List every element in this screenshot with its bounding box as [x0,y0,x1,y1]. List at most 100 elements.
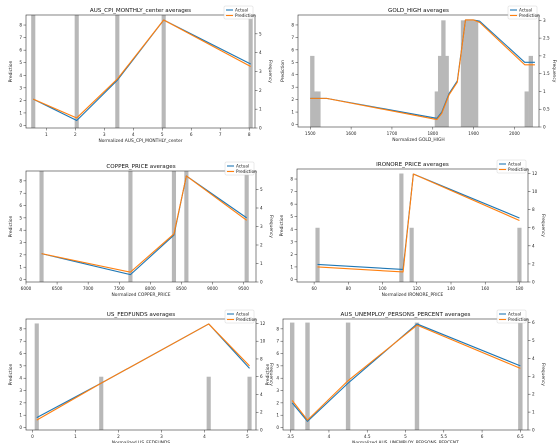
y2-tick-label: 12 [532,171,538,176]
plot-frame [296,168,529,283]
y2-tick-label: 6 [532,320,535,325]
y2-tick-label: 6 [532,225,535,230]
frequency-bar [437,55,443,128]
x-tick-label: 140 [447,286,455,291]
x-tick-label: 9500 [238,286,249,291]
y2-tick-label: 10 [532,189,538,194]
frequency-bar [39,171,44,282]
frequency-bar [414,322,420,430]
y-tick-label: 2 [19,400,22,405]
y2-tick-label: 3 [543,18,546,23]
x-tick-label: 6500 [52,286,63,291]
y2-axis-label: Frequency [540,363,546,386]
x-tick-label: 160 [481,286,489,291]
x-tick-label: 1 [45,132,48,137]
legend-label: Prediction [508,167,529,172]
x-tick-label: 5 [161,132,164,137]
x-tick-label: 60 [311,286,317,291]
y2-axis-label: Frequency [551,60,557,83]
y-tick-label: 1 [276,413,279,418]
y-tick-label: 5 [290,214,293,219]
y2-tick-label: 1 [259,107,262,112]
frequency-bar [464,20,469,127]
x-tick-label: 100 [379,286,387,291]
y2-tick-label: 5 [532,338,535,343]
x-tick-label: 6 [190,132,193,137]
x-tick-label: 1500 [305,131,316,136]
y-axis-label: Prediction [279,214,285,236]
x-tick-label: 1700 [387,131,398,136]
y-tick-label: 1 [290,264,293,269]
y2-tick-label: 4 [532,243,535,248]
x-tick-label: 180 [515,286,523,291]
x-tick-label: 1900 [468,131,479,136]
y-tick-label: 4 [19,376,22,381]
y-tick-label: 6 [290,202,293,207]
legend-label: Prediction [236,317,257,322]
x-tick-label: 1600 [346,131,357,136]
series-line-prediction [310,19,535,121]
y2-tick-label: 1.5 [543,71,550,76]
frequency-bar [460,20,466,127]
y-tick-label: 2 [19,98,22,103]
chart-panel: 6000 6500 7000 7500 8000 8500 9000 9500 0 1 2 3 4 5 6 7… [8,161,274,298]
y-tick-label: 7 [19,35,22,40]
y-tick-label: 7 [19,339,22,344]
x-tick-label: 80 [346,286,352,291]
series-line-actual [41,175,247,276]
x-tick-label: 4.5 [364,434,371,439]
frequency-bar [247,376,252,430]
x-tick-label: 2 [117,434,120,439]
y2-tick-label: 3 [260,224,263,229]
chart-panel: 60 80 100 120 140 160 180012345678024681012IRO… [279,159,546,298]
x-tick-label: 120 [413,286,421,291]
y2-tick-label: 4 [260,206,263,211]
frequency-bar [31,15,36,128]
x-tick-label: 3.5 [287,434,294,439]
chart-panel: 1 2 3 4 5 6 7 8 0 1 2 3 4 5 6 7 8 0 1 2 3 4 5 AUS_CPI_MONTHLY_c… [8,5,273,144]
frequency-bar [184,171,189,282]
frequency-bar [470,20,475,127]
y2-tick-label: 2 [532,261,535,266]
legend-label: Prediction [508,317,529,322]
x-axis-label: Normalized GOLD_HIGH [392,137,444,143]
frequency-bar [517,227,522,282]
y-tick-label: 0 [19,277,22,282]
y-tick-label: 7 [276,339,279,344]
frequency-bar [206,376,211,430]
chart-panel: 3.5 4 4.5 5 5.5 6 6.5 0 1 2 3 4 5 6 7 8 0 1 2 3 4 5 6 AUS_UNEMP… [265,309,546,443]
frequency-bar [444,55,449,128]
x-axis-label: Normalized AUS_UNEMPLOY_PERSONS_PERCENT [352,440,459,443]
y-tick-label: 8 [290,177,293,182]
y-tick-label: 8 [19,178,22,183]
x-tick-label: 2 [74,132,77,137]
x-tick-label: 8500 [176,286,187,291]
series-line-actual [33,19,251,122]
series-line-actual [291,323,521,422]
y-tick-label: 3 [291,85,294,90]
frequency-bar [473,20,479,127]
legend-label: Prediction [235,13,256,18]
legend-label: Actual [236,312,249,317]
y2-tick-label: 1 [260,261,263,266]
legend-label: Actual [519,8,532,13]
frequency-bar [524,91,529,127]
chart-title: US_FEDFUNDS averages [107,312,176,318]
x-tick-label: 1800 [427,131,438,136]
y-tick-label: 2 [19,252,22,257]
plot-frame [282,318,529,431]
x-tick-label: 6 [481,434,484,439]
x-tick-label: 6000 [21,286,32,291]
frequency-bar [289,322,295,430]
y-tick-label: 4 [276,376,279,381]
chart-title: GOLD_HIGH averages [388,8,449,14]
frequency-bar [315,227,320,282]
y-tick-label: 7 [291,35,294,40]
legend-label: Prediction [519,13,540,18]
chart-title: COPPER_PRICE averages [106,164,175,170]
y-tick-label: 5 [291,60,294,65]
